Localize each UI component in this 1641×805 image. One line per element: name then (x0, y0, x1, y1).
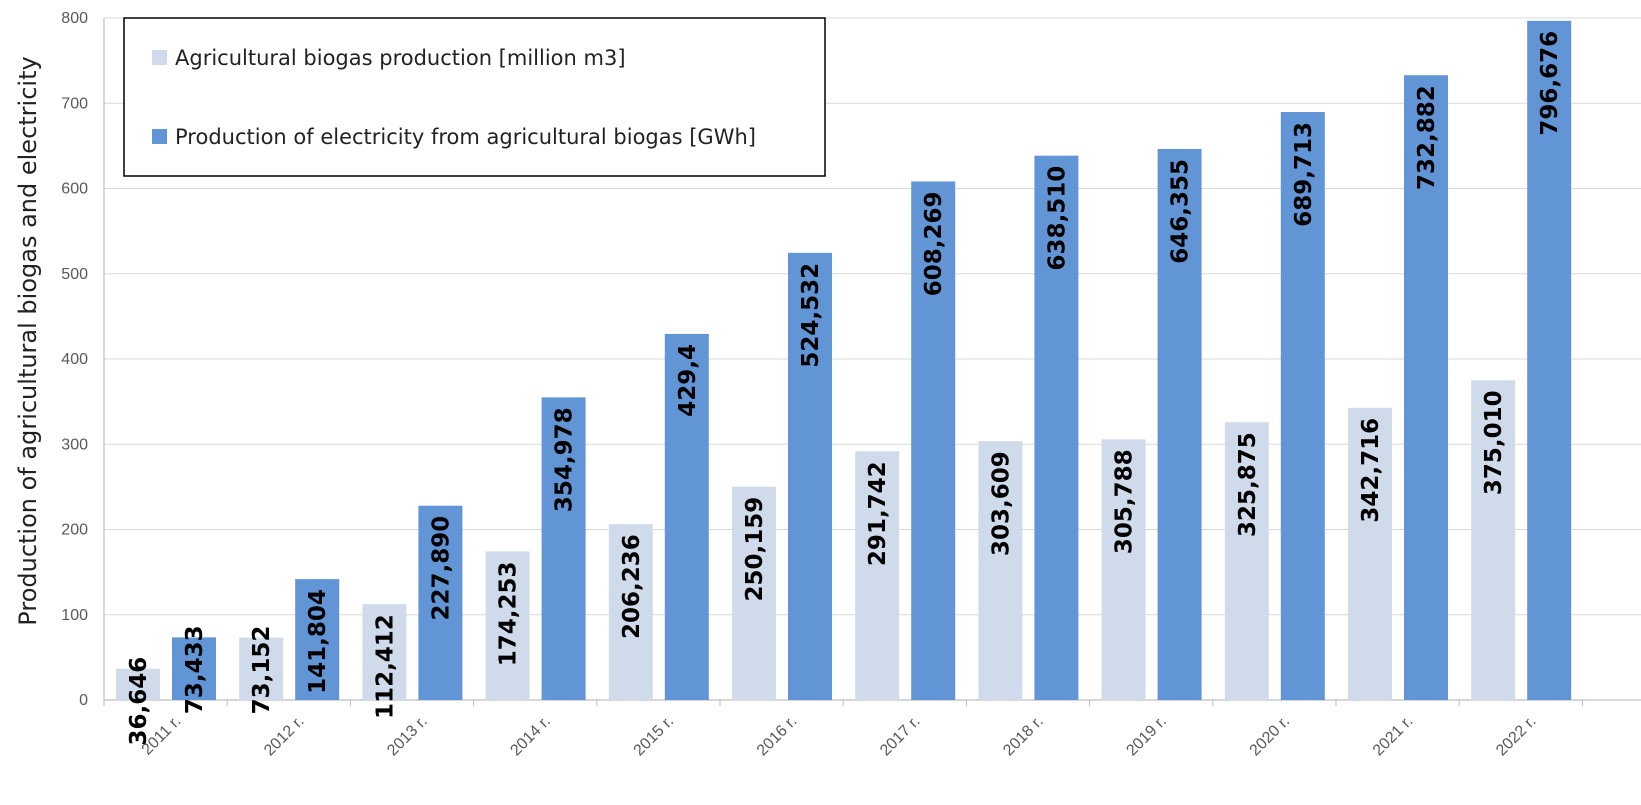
bar-electricity (788, 252, 832, 700)
bar-biogas (1471, 380, 1516, 700)
bar-electricity (1527, 20, 1572, 700)
data-label: 375,010 (1481, 390, 1507, 495)
x-tick-label: 2019 r. (1123, 713, 1170, 760)
bar-biogas (485, 551, 530, 700)
data-label: 174,253 (496, 561, 522, 666)
bar-electricity (295, 579, 340, 700)
legend-label: Production of electricity from agricultu… (175, 125, 756, 149)
y-axis-title: Production of agricultural biogas and el… (14, 56, 42, 625)
bar-biogas (732, 486, 776, 700)
legend-swatch (152, 129, 167, 144)
bar-biogas (362, 604, 407, 700)
data-label: 646,355 (1168, 159, 1194, 264)
x-tick-label: 2014 r. (507, 713, 554, 760)
data-label: 342,716 (1358, 418, 1384, 523)
data-label: 325,875 (1235, 432, 1261, 537)
bar-electricity (541, 397, 586, 700)
bar-biogas (978, 441, 1023, 700)
data-label: 429,4 (675, 344, 701, 417)
bar-electricity (1034, 155, 1079, 700)
data-label: 305,788 (1112, 449, 1138, 554)
y-tick-label: 100 (61, 607, 88, 624)
y-tick-label: 600 (61, 181, 88, 198)
data-label: 206,236 (619, 534, 645, 639)
bar-electricity (1280, 112, 1325, 701)
bar-electricity (911, 181, 956, 700)
y-tick-label: 700 (61, 95, 88, 112)
bar-biogas (116, 668, 160, 700)
x-tick-label: 2012 r. (261, 713, 308, 760)
data-label: 732,882 (1414, 85, 1440, 190)
x-tick-label: 2016 r. (754, 713, 801, 760)
data-label: 638,510 (1044, 166, 1070, 271)
legend-box (123, 17, 826, 177)
bar-electricity (172, 637, 216, 700)
y-tick-label: 300 (61, 436, 88, 453)
data-label: 227,890 (428, 516, 454, 621)
legend-swatch (152, 50, 167, 65)
x-tick-label: 2017 r. (877, 713, 924, 760)
x-tick-label: 2022 r. (1493, 713, 1540, 760)
x-tick-label: 2020 r. (1247, 713, 1294, 760)
data-label: 73,433 (182, 625, 208, 714)
y-tick-label: 200 (61, 522, 88, 539)
data-label: 250,159 (742, 497, 768, 602)
legend-label: Agricultural biogas production [million … (175, 46, 626, 70)
data-label: 689,713 (1291, 122, 1317, 227)
bar-biogas (1101, 439, 1146, 700)
bar-biogas (855, 451, 900, 700)
bar-biogas (1348, 407, 1392, 700)
bar-electricity (664, 333, 709, 700)
bar-biogas (1224, 422, 1269, 700)
y-tick-label: 0 (79, 692, 88, 709)
x-tick-label: 2018 r. (1000, 713, 1047, 760)
data-label: 354,978 (552, 407, 578, 512)
bar-electricity (1404, 75, 1448, 701)
x-tick-label: 2021 r. (1370, 713, 1417, 760)
bar-biogas (239, 637, 284, 700)
bar-biogas (608, 524, 653, 700)
data-label: 112,412 (372, 614, 398, 719)
data-label: 291,742 (865, 461, 891, 566)
y-tick-label: 400 (61, 351, 88, 368)
bar-electricity (418, 505, 463, 700)
data-label: 303,609 (988, 451, 1014, 556)
bar-electricity (1157, 148, 1202, 700)
y-tick-label: 800 (61, 10, 88, 27)
y-tick-label: 500 (61, 266, 88, 283)
x-tick-label: 2015 r. (631, 713, 678, 760)
data-label: 524,532 (798, 263, 824, 368)
data-label: 73,152 (249, 626, 275, 715)
data-label: 36,646 (126, 657, 152, 746)
data-label: 141,804 (305, 589, 331, 694)
data-label: 608,269 (921, 191, 947, 296)
data-label: 796,676 (1537, 31, 1563, 136)
